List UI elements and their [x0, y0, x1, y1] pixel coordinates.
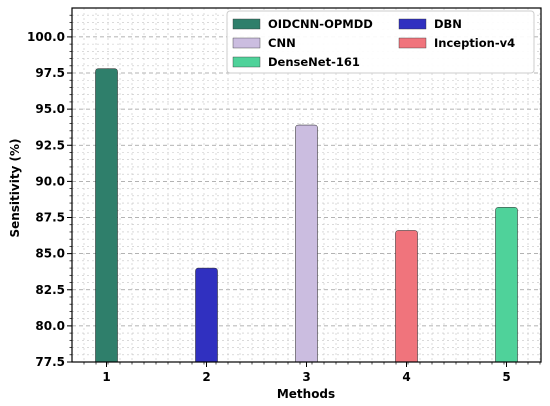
- y-axis-ticks: 77.5 80.0 82.5 85.0 87.5 90.0 92.5 95.0 97.5 100.…: [27, 14, 72, 369]
- y-axis-label: Sensitivity (%): [8, 138, 22, 237]
- y-tick-label: 77.5: [35, 355, 65, 369]
- legend-label: Inception-v4: [434, 36, 515, 50]
- x-axis-label: Methods: [277, 387, 335, 401]
- y-tick-label: 85.0: [35, 247, 65, 261]
- x-tick-label: 2: [202, 370, 210, 384]
- legend-label: DenseNet-161: [268, 55, 360, 69]
- legend-swatch: [232, 56, 261, 68]
- bar-inception-v4: [395, 230, 418, 363]
- y-tick-label: 80.0: [35, 319, 65, 333]
- bars-group: [95, 68, 518, 363]
- legend-label: DBN: [434, 17, 462, 31]
- legend-swatch: [398, 37, 427, 49]
- y-tick-label: 100.0: [27, 30, 65, 44]
- y-tick-label: 97.5: [35, 66, 65, 80]
- x-tick-label: 5: [502, 370, 510, 384]
- y-tick-label: 90.0: [35, 174, 65, 188]
- legend-label: OIDCNN-OPMDD: [268, 17, 373, 31]
- bar-cnn: [295, 124, 318, 363]
- y-tick-label: 87.5: [35, 211, 65, 225]
- legend-box: [226, 10, 535, 74]
- x-axis-ticks: 1 2 3 4 5: [83, 362, 541, 384]
- bar-densenet-161: [495, 207, 518, 363]
- x-tick-label: 4: [402, 370, 410, 384]
- bar-dbn: [195, 267, 218, 363]
- legend-swatch: [398, 18, 427, 30]
- y-tick-label: 82.5: [35, 283, 65, 297]
- x-tick-label: 1: [102, 370, 110, 384]
- x-tick-label: 3: [302, 370, 310, 384]
- legend-swatch: [232, 37, 261, 49]
- legend-swatch: [232, 18, 261, 30]
- legend-label: CNN: [268, 36, 296, 50]
- legend: OIDCNN-OPMDD DBN CNN Inception-v4 DenseNet-1…: [226, 10, 535, 74]
- y-tick-label: 95.0: [35, 102, 65, 116]
- bar-oidcnn-opmdd: [95, 68, 118, 363]
- y-tick-label: 92.5: [35, 138, 65, 152]
